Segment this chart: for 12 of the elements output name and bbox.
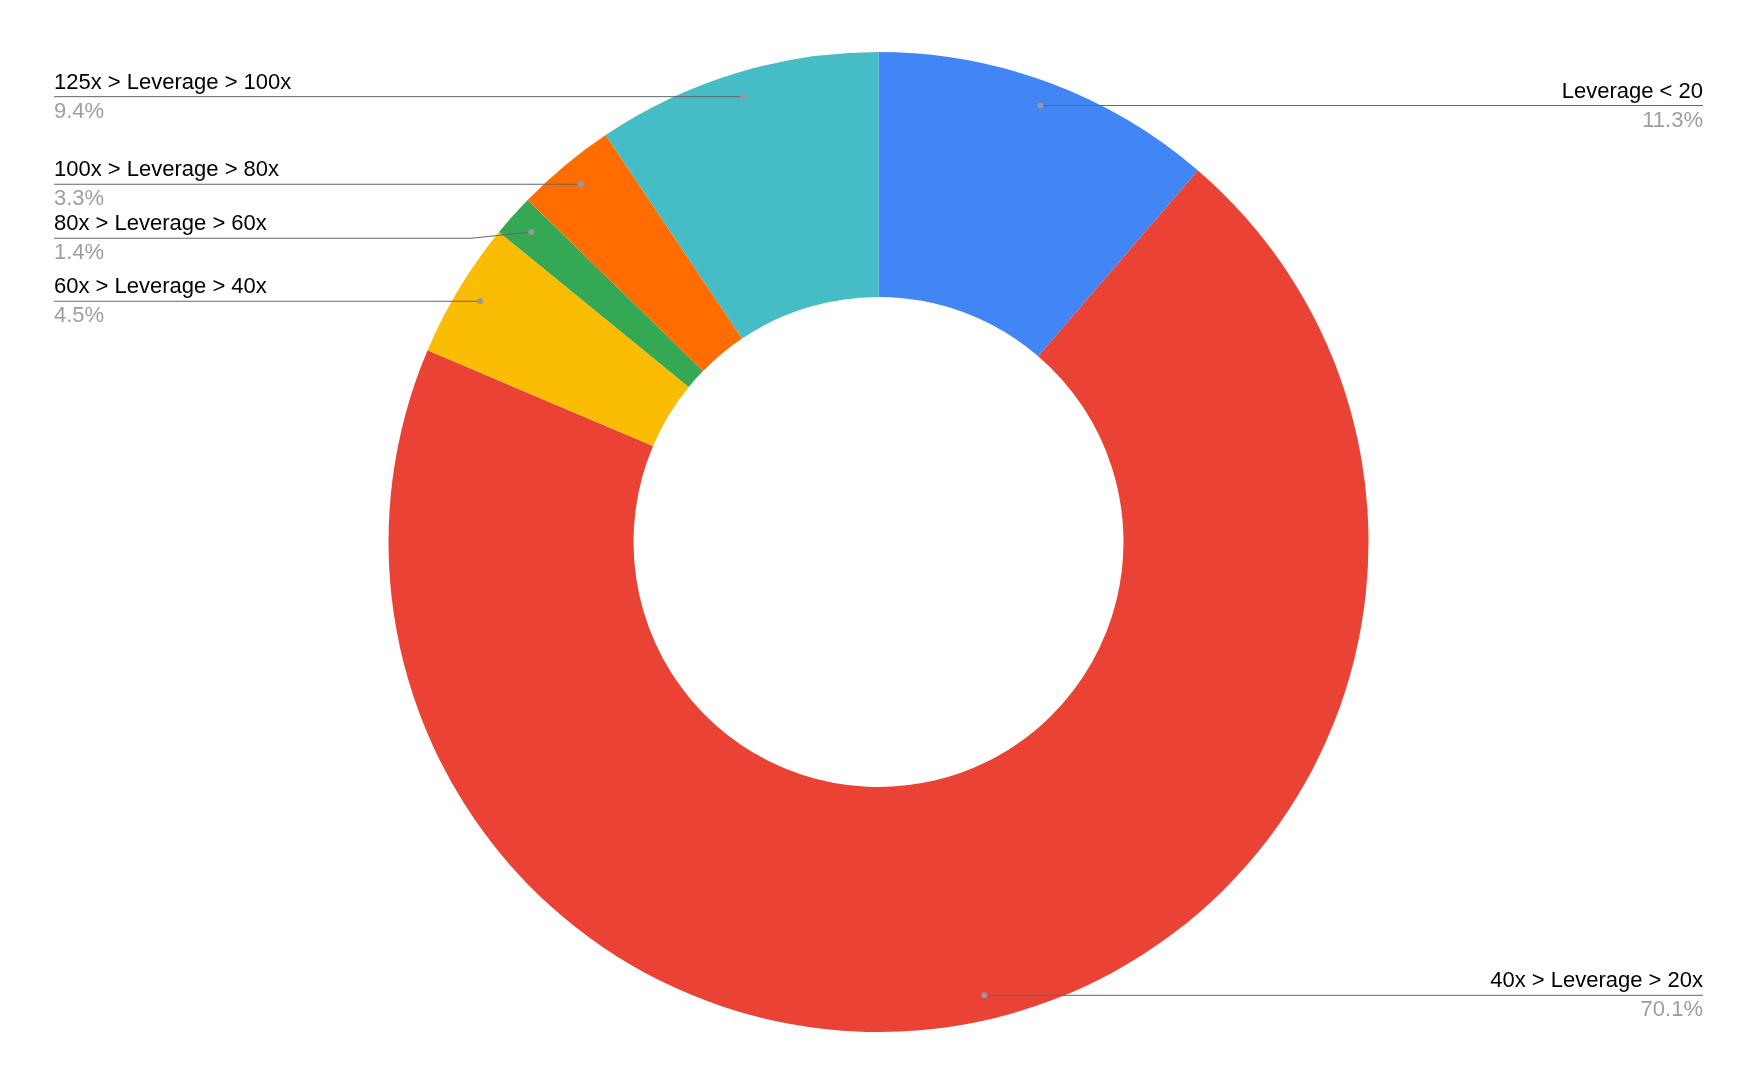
slice-label: 40x > Leverage > 20x	[1490, 967, 1703, 993]
data-label: 11.3%	[1642, 106, 1703, 132]
slice-label: 125x > Leverage > 100x	[54, 68, 292, 94]
slice-label: 100x > Leverage > 80x	[54, 156, 280, 182]
slice-label: 80x > Leverage > 60x	[54, 210, 267, 236]
data-label: 9.4%	[54, 97, 105, 123]
data-label: 70.1%	[1640, 996, 1703, 1022]
data-label: 4.5%	[54, 302, 105, 328]
slice-label: 60x > Leverage > 40x	[54, 273, 267, 299]
slice-label: Leverage < 20	[1561, 77, 1703, 103]
data-label: 1.4%	[54, 239, 105, 265]
data-label: 3.3%	[54, 185, 105, 211]
